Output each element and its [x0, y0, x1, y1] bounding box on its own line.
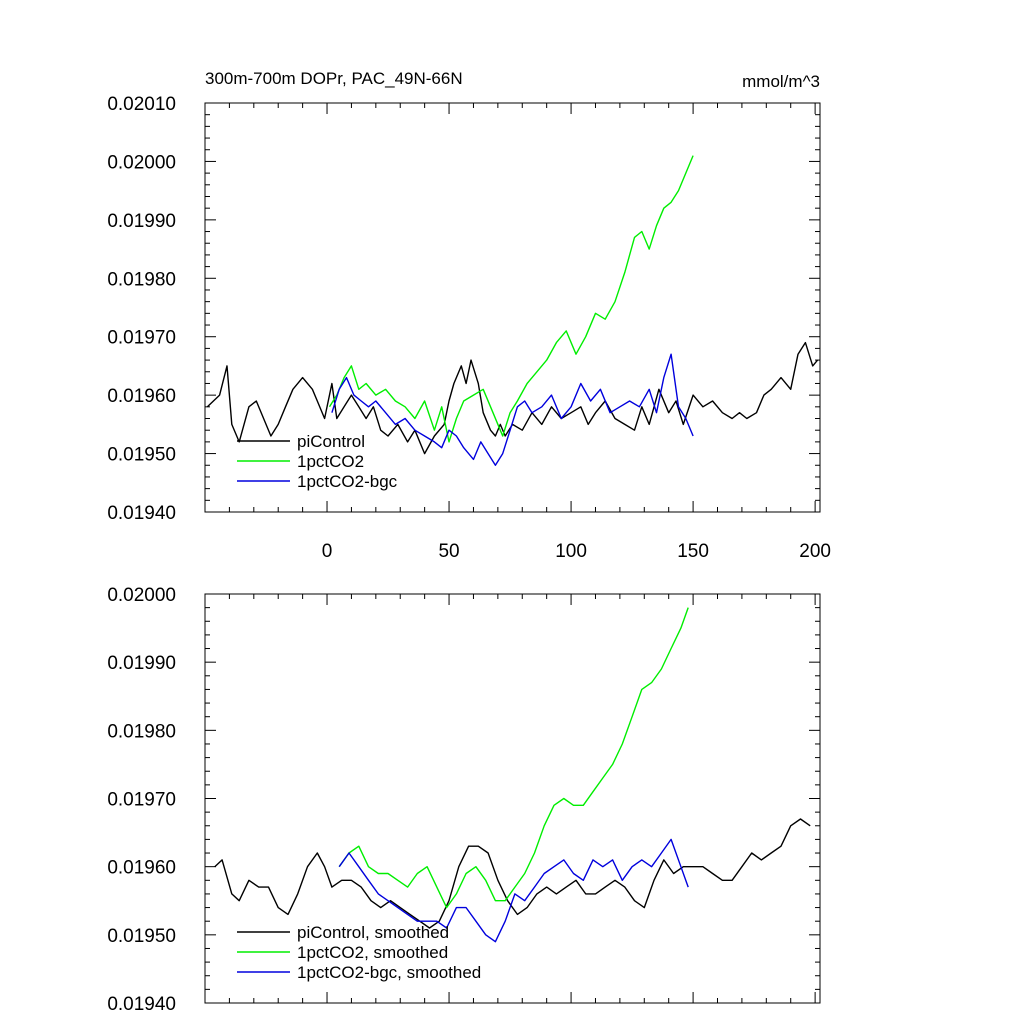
top-panel-frame: [204, 102, 821, 513]
x-tick-label: 200: [799, 541, 831, 562]
y-tick-label: 0.01970: [107, 790, 176, 811]
x-tick-label: 0: [322, 541, 333, 562]
y-tick-label: 0.01990: [107, 653, 176, 674]
legend-label-0: piControl: [297, 432, 365, 451]
bottom-panel-series: [214, 607, 811, 943]
series-line-0: [214, 818, 811, 929]
y-tick-label: 0.02000: [107, 585, 176, 606]
y-tick-label: 0.01980: [107, 269, 176, 290]
series-line-2: [331, 353, 694, 466]
y-tick-label: 0.01980: [107, 721, 176, 742]
y-tick-label: 0.01940: [107, 994, 176, 1015]
y-tick-label: 0.01950: [107, 926, 176, 947]
legend-label-2: 1pctCO2-bgc: [297, 472, 398, 491]
legend-label-0: piControl, smoothed: [297, 923, 449, 942]
top-panel-ticks: 0 50 100 150 200 0.01940 0.01950 0.01960 0.01970…: [107, 94, 831, 562]
series-line-1: [328, 155, 694, 443]
y-tick-label: 0.02000: [107, 152, 176, 173]
bottom-panel-frame: [204, 593, 821, 1004]
y-tick-label: 0.01950: [107, 445, 176, 466]
x-tick-label: 100: [555, 541, 587, 562]
top-panel: 300m-700m DOPr, PAC_49N-66N mmol/m^3 0 50…: [107, 69, 831, 562]
series-line-0: [206, 341, 819, 455]
series-line-2: [338, 838, 689, 943]
y-tick-label: 0.01960: [107, 858, 176, 879]
panel-title: 300m-700m DOPr, PAC_49N-66N: [205, 69, 463, 88]
y-tick-label: 0.01940: [107, 503, 176, 524]
y-tick-label: 0.01960: [107, 386, 176, 407]
y-tick-label: 0.01990: [107, 211, 176, 232]
bottom-panel-ticks: 0.01940 0.01950 0.01960 0.01970 0.01980 0.019…: [107, 585, 820, 1015]
y-tick-label: 0.02010: [107, 94, 176, 115]
top-panel-series: [206, 155, 819, 466]
legend-label-1: 1pctCO2: [297, 452, 364, 471]
units-label: mmol/m^3: [742, 72, 820, 91]
y-tick-label: 0.01970: [107, 328, 176, 349]
series-line-1: [338, 607, 689, 909]
legend-label-1: 1pctCO2, smoothed: [297, 943, 448, 962]
x-tick-label: 50: [438, 541, 459, 562]
legend-label-2: 1pctCO2-bgc, smoothed: [297, 963, 481, 982]
x-tick-label: 150: [677, 541, 709, 562]
bottom-panel: 0.01940 0.01950 0.01960 0.01970 0.01980 0.019…: [107, 585, 821, 1015]
